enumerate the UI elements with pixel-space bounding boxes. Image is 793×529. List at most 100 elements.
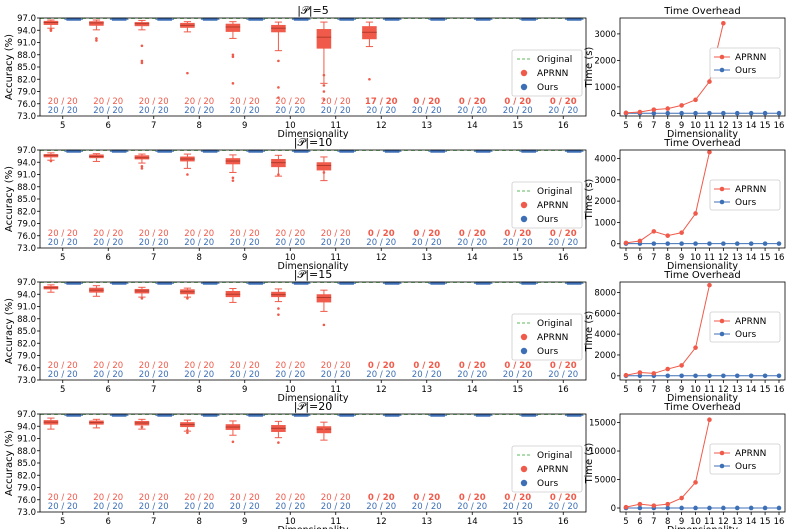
time-title: Time Overhead bbox=[663, 6, 741, 17]
time-legend-aprnn-marker bbox=[719, 54, 725, 60]
y-tick-label: 76.0 bbox=[17, 496, 36, 506]
ours-iqr bbox=[430, 281, 445, 285]
y-tick-label: 85.0 bbox=[17, 459, 36, 469]
time-y-tick-label: 1000 bbox=[594, 218, 616, 228]
ours-iqr bbox=[339, 281, 354, 285]
aprnn-box-7 bbox=[134, 418, 150, 430]
time-y-tick-label: 4000 bbox=[594, 155, 616, 165]
y-tick-label: 73.0 bbox=[17, 376, 36, 386]
aprnn-time-point-5 bbox=[623, 372, 629, 378]
aprnn-outlier bbox=[277, 441, 280, 444]
time-x-tick-label: 12 bbox=[718, 121, 729, 131]
ours-count-8: 20 / 20 bbox=[184, 238, 214, 248]
aprnn-box-11 bbox=[316, 289, 332, 327]
ours-time-point-13 bbox=[734, 110, 740, 116]
ours-count-7: 20 / 20 bbox=[139, 370, 169, 380]
ours-box-14 bbox=[473, 413, 493, 417]
ours-box-12 bbox=[382, 413, 402, 417]
time-legend-ours-marker bbox=[719, 463, 725, 469]
ours-time-point-7 bbox=[651, 110, 657, 116]
x-tick-label: 12 bbox=[376, 253, 387, 263]
aprnn-outlier bbox=[322, 426, 326, 430]
time-axes-frame bbox=[619, 413, 786, 513]
y-tick-label: 73.0 bbox=[17, 508, 36, 518]
aprnn-outlier bbox=[186, 173, 189, 176]
ours-count-13: 20 / 20 bbox=[412, 370, 442, 380]
time-y-tick-label: 0 bbox=[611, 240, 616, 250]
aprnn-box-8 bbox=[180, 419, 195, 435]
aprnn-count-14: 0 / 20 bbox=[459, 229, 486, 239]
aprnn-iqr bbox=[316, 29, 332, 49]
ours-iqr bbox=[248, 17, 263, 21]
ours-time-point-14 bbox=[748, 241, 754, 246]
aprnn-outlier bbox=[95, 37, 98, 40]
legend-ours-swatch bbox=[520, 215, 528, 223]
time-x-axis-label: Dimensionality bbox=[667, 393, 738, 404]
y-tick-label: 73.0 bbox=[17, 112, 36, 122]
time-x-tick-label: 13 bbox=[732, 385, 743, 395]
x-tick-label: 11 bbox=[330, 253, 341, 263]
time-x-tick-label: 14 bbox=[746, 385, 757, 395]
x-tick-label: 13 bbox=[421, 121, 432, 131]
ours-time-point-11 bbox=[707, 505, 712, 511]
ours-iqr bbox=[111, 413, 127, 417]
legend-ours-label: Ours bbox=[537, 215, 558, 225]
accuracy-legend: Original APRNN Ours bbox=[511, 445, 583, 493]
ours-iqr bbox=[293, 17, 309, 21]
time-legend-ours-marker bbox=[719, 331, 725, 337]
ours-count-10: 20 / 20 bbox=[275, 106, 305, 116]
time-x-tick-label: 8 bbox=[665, 121, 670, 131]
aprnn-outlier bbox=[140, 59, 144, 63]
aprnn-count-14: 0 / 20 bbox=[459, 361, 486, 371]
aprnn-time-point-7 bbox=[651, 229, 657, 234]
x-axis-label: Dimensionality bbox=[278, 525, 349, 529]
panel-title: |𝒫|=15 bbox=[294, 268, 333, 281]
x-tick-label: 11 bbox=[330, 385, 341, 395]
ours-count-5: 20 / 20 bbox=[48, 238, 78, 248]
y-axis-label: Accuracy (%) bbox=[4, 430, 15, 496]
time-x-tick-label: 14 bbox=[746, 121, 757, 131]
aprnn-outlier bbox=[186, 429, 189, 432]
ours-time-point-16 bbox=[776, 110, 782, 116]
aprnn-count-11: 20 / 20 bbox=[321, 493, 351, 503]
x-tick-label: 14 bbox=[467, 121, 478, 131]
y-tick-label: 85.0 bbox=[17, 63, 36, 73]
x-tick-label: 9 bbox=[242, 517, 247, 527]
ours-count-6: 20 / 20 bbox=[93, 370, 123, 380]
ours-box-9 bbox=[246, 149, 265, 153]
aprnn-count-5: 20 / 20 bbox=[48, 493, 78, 503]
ours-time-point-12 bbox=[721, 241, 726, 246]
aprnn-box-8 bbox=[180, 21, 195, 75]
ours-box-6 bbox=[109, 413, 129, 417]
x-axis-label: Dimensionality bbox=[278, 261, 349, 272]
ours-time-point-9 bbox=[679, 110, 684, 116]
y-tick-label: 85.0 bbox=[17, 327, 36, 337]
aprnn-box-12 bbox=[362, 21, 377, 81]
ours-time-point-14 bbox=[748, 373, 754, 379]
ours-count-9: 20 / 20 bbox=[230, 370, 260, 380]
ours-box-5 bbox=[64, 281, 83, 285]
aprnn-count-15: 0 / 20 bbox=[504, 493, 531, 503]
ours-box-10 bbox=[291, 281, 311, 285]
aprnn-box-6 bbox=[89, 153, 104, 162]
x-tick-label: 7 bbox=[151, 385, 156, 395]
ours-iqr bbox=[248, 413, 263, 417]
ours-box-14 bbox=[473, 281, 493, 285]
accuracy-legend: Original APRNN Ours bbox=[511, 181, 583, 229]
legend-ours-label: Ours bbox=[537, 479, 558, 489]
aprnn-outlier bbox=[186, 297, 189, 300]
ours-box-12 bbox=[382, 17, 402, 21]
ours-box-8 bbox=[200, 149, 220, 153]
aprnn-outlier bbox=[140, 165, 144, 168]
aprnn-count-13: 0 / 20 bbox=[413, 493, 440, 503]
aprnn-count-10: 20 / 20 bbox=[275, 97, 305, 107]
aprnn-time-point-9 bbox=[679, 230, 684, 235]
aprnn-count-13: 0 / 20 bbox=[413, 97, 440, 107]
aprnn-box-11 bbox=[316, 156, 332, 182]
aprnn-box-10 bbox=[271, 154, 286, 177]
aprnn-box-8 bbox=[180, 287, 195, 300]
